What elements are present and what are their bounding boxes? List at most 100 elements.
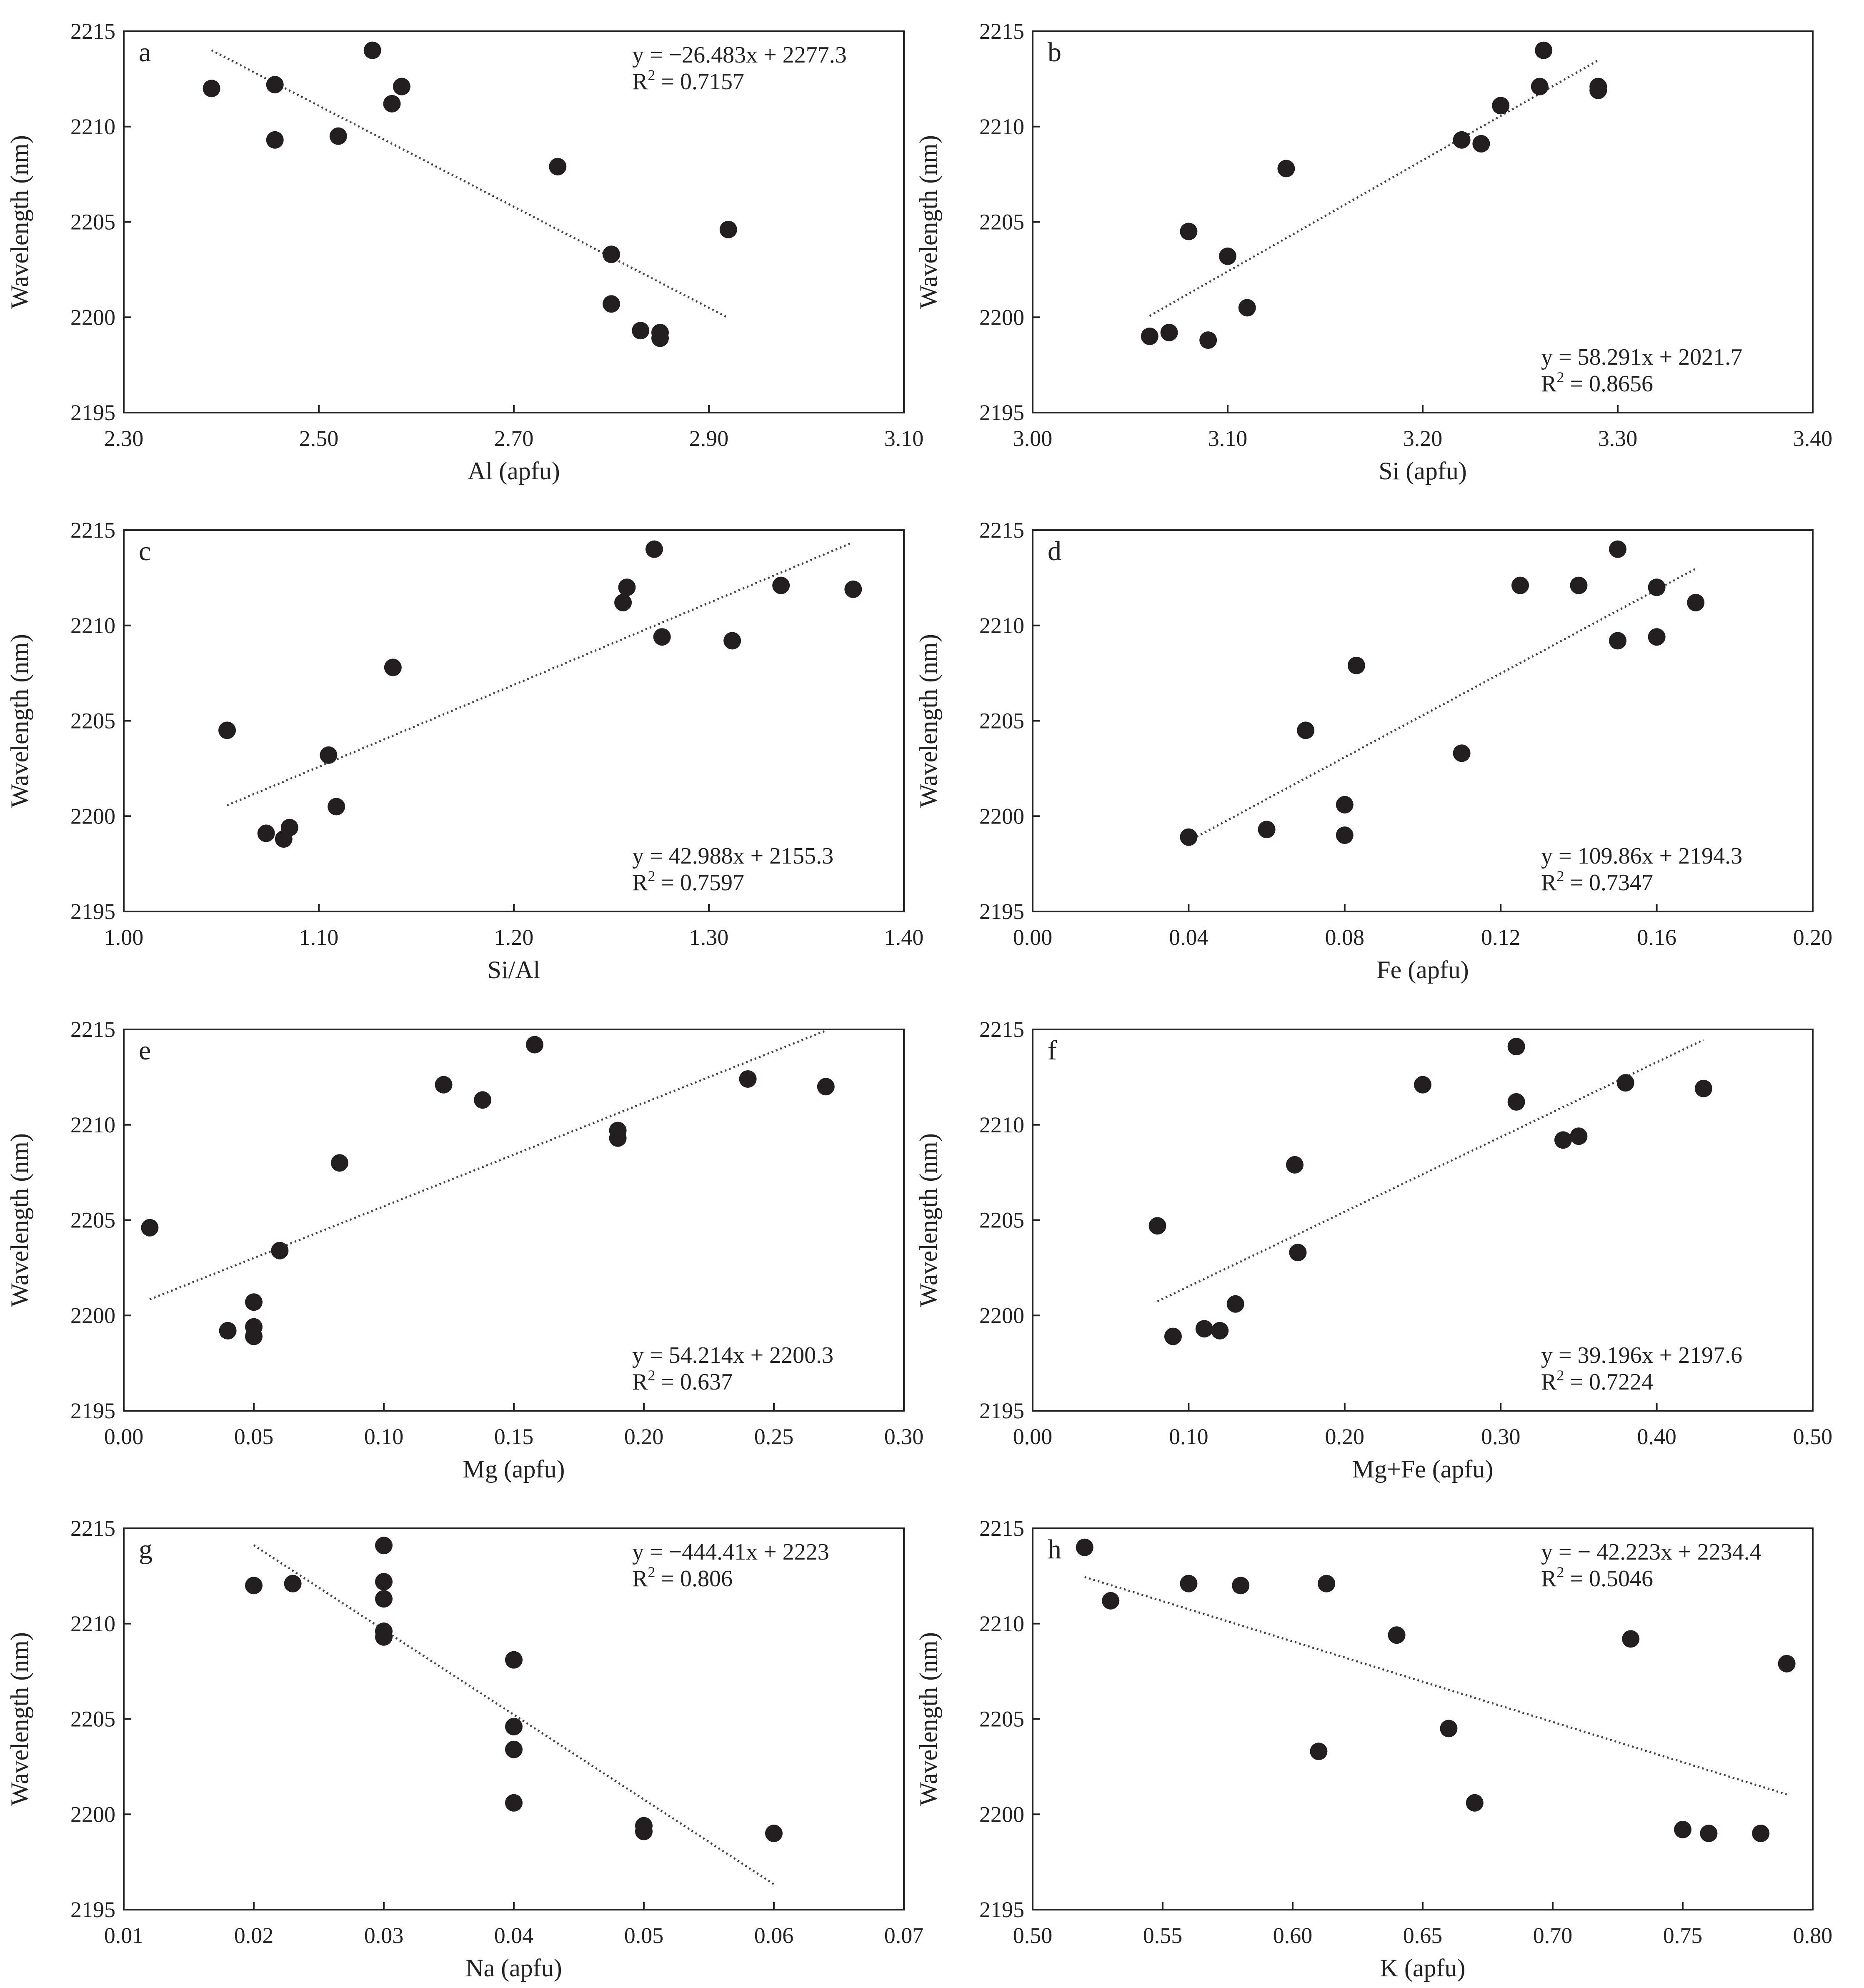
data-point bbox=[218, 721, 236, 739]
x-tick-label: 1.30 bbox=[689, 925, 729, 950]
y-tick-label: 2215 bbox=[70, 19, 115, 44]
x-axis-label: Si/Al bbox=[488, 956, 540, 984]
x-tick-label: 0.30 bbox=[1481, 1424, 1521, 1449]
data-point bbox=[1160, 323, 1178, 341]
data-point bbox=[266, 76, 284, 94]
x-tick-label: 3.10 bbox=[1208, 426, 1248, 451]
panel-letter: h bbox=[1048, 1534, 1061, 1565]
x-tick-label: 0.10 bbox=[364, 1424, 404, 1449]
r-symbol: R bbox=[1541, 1369, 1557, 1395]
x-tick-label: 0.00 bbox=[1013, 925, 1053, 950]
panel-letter: c bbox=[139, 536, 151, 566]
x-axis-label: Si (apfu) bbox=[1379, 457, 1467, 485]
x-tick-label: 0.50 bbox=[1013, 1923, 1053, 1948]
y-tick-label: 2205 bbox=[979, 1707, 1024, 1732]
trend-line bbox=[1084, 1576, 1787, 1795]
x-axis-label: Mg (apfu) bbox=[463, 1455, 565, 1483]
y-axis-label: Wavelength (nm) bbox=[915, 135, 942, 309]
x-tick-label: 0.80 bbox=[1793, 1923, 1833, 1948]
x-tick-label: 3.00 bbox=[1013, 426, 1053, 451]
data-point bbox=[772, 576, 790, 594]
trend-line bbox=[211, 49, 729, 319]
r-squared-value: = 0.7224 bbox=[1564, 1369, 1653, 1395]
x-tick-label: 3.10 bbox=[884, 426, 924, 451]
y-axis-label: Wavelength (nm) bbox=[6, 1632, 33, 1806]
x-tick-label: 0.08 bbox=[1325, 925, 1365, 950]
superscript-two: 2 bbox=[1556, 369, 1564, 386]
y-tick-label: 2195 bbox=[979, 400, 1024, 425]
data-point bbox=[1102, 1592, 1120, 1610]
plot-frame bbox=[1032, 1527, 1814, 1910]
data-point bbox=[1648, 628, 1666, 646]
x-axis-label: Mg+Fe (apfu) bbox=[1352, 1455, 1494, 1483]
y-axis-label: Wavelength (nm) bbox=[6, 634, 33, 808]
data-point bbox=[474, 1091, 492, 1109]
y-tick-label: 2195 bbox=[979, 1398, 1024, 1423]
data-point bbox=[375, 1537, 393, 1555]
y-tick-label: 2205 bbox=[70, 1208, 115, 1233]
x-tick-label: 0.00 bbox=[1013, 1424, 1053, 1449]
x-tick-label: 0.01 bbox=[104, 1923, 144, 1948]
regression-equation: y = −26.483x + 2277.3 bbox=[632, 42, 847, 68]
data-point bbox=[817, 1078, 835, 1096]
r-symbol: R bbox=[632, 1369, 648, 1395]
r-squared-label: R2 = 0.7347 bbox=[1541, 868, 1653, 896]
data-point bbox=[1554, 1131, 1572, 1149]
y-tick-label: 2210 bbox=[70, 114, 115, 139]
x-tick-label: 0.16 bbox=[1637, 925, 1676, 950]
y-tick-label: 2205 bbox=[70, 1707, 115, 1732]
data-point bbox=[1180, 223, 1198, 240]
regression-equation: y = 42.988x + 2155.3 bbox=[632, 843, 833, 869]
r-squared-label: R2 = 0.7224 bbox=[1541, 1367, 1653, 1395]
x-tick-label: 0.30 bbox=[884, 1424, 924, 1449]
r-symbol: R bbox=[1541, 1566, 1557, 1592]
panel-letter: e bbox=[139, 1035, 151, 1066]
r-symbol: R bbox=[1541, 870, 1557, 896]
y-tick-label: 2200 bbox=[979, 1303, 1024, 1328]
data-point bbox=[266, 131, 284, 149]
y-axis-label: Wavelength (nm) bbox=[915, 634, 942, 808]
r-squared-label: R2 = 0.806 bbox=[632, 1564, 733, 1592]
data-point bbox=[320, 746, 338, 764]
panel-letter: d bbox=[1048, 536, 1061, 566]
data-point bbox=[203, 80, 220, 98]
y-tick-label: 2210 bbox=[70, 1611, 115, 1636]
data-point bbox=[1286, 1156, 1304, 1174]
y-tick-label: 2195 bbox=[70, 400, 115, 425]
superscript-two: 2 bbox=[1556, 868, 1564, 884]
x-tick-label: 0.40 bbox=[1637, 1424, 1676, 1449]
data-point bbox=[1687, 593, 1705, 611]
superscript-two: 2 bbox=[1556, 1367, 1564, 1384]
data-point bbox=[1570, 576, 1588, 594]
data-point bbox=[1211, 1322, 1229, 1340]
data-point bbox=[1310, 1743, 1328, 1760]
y-tick-label: 2200 bbox=[979, 1802, 1024, 1827]
data-point bbox=[1531, 78, 1549, 95]
data-point bbox=[329, 127, 347, 145]
data-point bbox=[723, 632, 741, 650]
panel-letter: f bbox=[1048, 1035, 1057, 1066]
y-tick-label: 2210 bbox=[70, 1112, 115, 1137]
y-tick-label: 2210 bbox=[70, 613, 115, 638]
data-point bbox=[1219, 247, 1236, 265]
y-tick-label: 2205 bbox=[70, 709, 115, 734]
r-symbol: R bbox=[632, 870, 648, 896]
data-point bbox=[1195, 1320, 1213, 1338]
data-point bbox=[1414, 1076, 1431, 1094]
data-point bbox=[1076, 1538, 1093, 1556]
data-point bbox=[1589, 81, 1607, 99]
x-tick-label: 1.00 bbox=[104, 925, 144, 950]
data-point bbox=[505, 1794, 523, 1812]
x-tick-label: 1.40 bbox=[884, 925, 924, 950]
x-tick-label: 2.50 bbox=[299, 426, 339, 451]
r-symbol: R bbox=[1541, 371, 1557, 397]
data-point bbox=[219, 1322, 237, 1340]
data-point bbox=[1232, 1577, 1250, 1595]
x-tick-label: 2.90 bbox=[689, 426, 729, 451]
y-tick-label: 2195 bbox=[979, 1897, 1024, 1922]
data-point bbox=[245, 1293, 263, 1311]
y-tick-label: 2200 bbox=[979, 305, 1024, 330]
x-axis-label: Na (apfu) bbox=[465, 1954, 562, 1982]
data-point bbox=[618, 578, 636, 596]
data-point bbox=[1700, 1825, 1718, 1842]
